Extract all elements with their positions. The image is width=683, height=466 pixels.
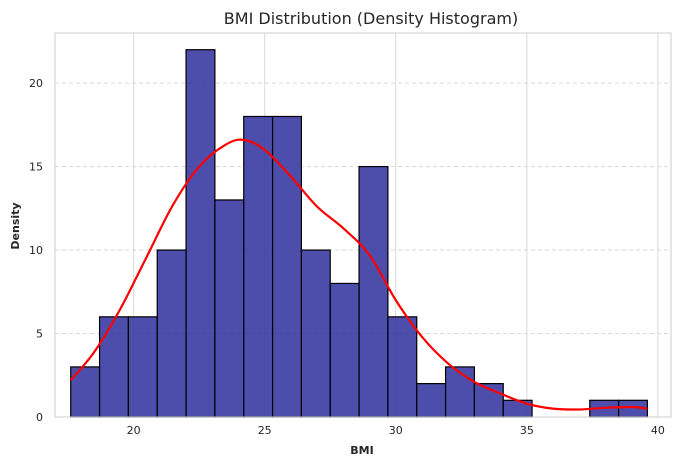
histogram-bar [98, 316, 129, 418]
plot-frame [54, 32, 672, 418]
y-tick-label: 15 [29, 161, 43, 174]
histogram-bar [329, 282, 360, 418]
y-axis-label: Density [9, 202, 22, 249]
kde-curve [69, 138, 648, 411]
y-tick-label: 10 [29, 244, 43, 257]
x-tick-label: 30 [389, 424, 403, 437]
histogram-bar [243, 115, 274, 418]
histogram-bar [156, 249, 187, 418]
x-tick-label: 25 [258, 424, 272, 437]
histogram-bar [358, 165, 389, 418]
histogram-bar [416, 383, 447, 418]
x-tick-label: 35 [520, 424, 534, 437]
y-tick-label: 0 [36, 411, 43, 424]
histogram-bar [300, 249, 331, 418]
histogram-bars [70, 49, 649, 418]
histogram-bar [185, 49, 216, 418]
x-tick-label: 20 [127, 424, 141, 437]
histogram-bar [444, 366, 476, 418]
y-tick-label: 5 [36, 328, 43, 341]
x-axis-ticks: 20 25 30 35 40 [127, 424, 665, 437]
chart-title: BMI Distribution (Density Histogram) [224, 9, 518, 28]
x-axis-label: BMI [350, 444, 373, 457]
x-tick-label: 40 [651, 424, 665, 437]
y-tick-label: 20 [29, 77, 43, 90]
histogram-bar [127, 316, 158, 418]
histogram-bar [387, 316, 418, 418]
kde-line [69, 138, 648, 411]
histogram-bar [214, 199, 245, 418]
histogram-bar [271, 115, 302, 418]
y-axis-ticks: 0 5 10 15 20 [29, 77, 43, 424]
